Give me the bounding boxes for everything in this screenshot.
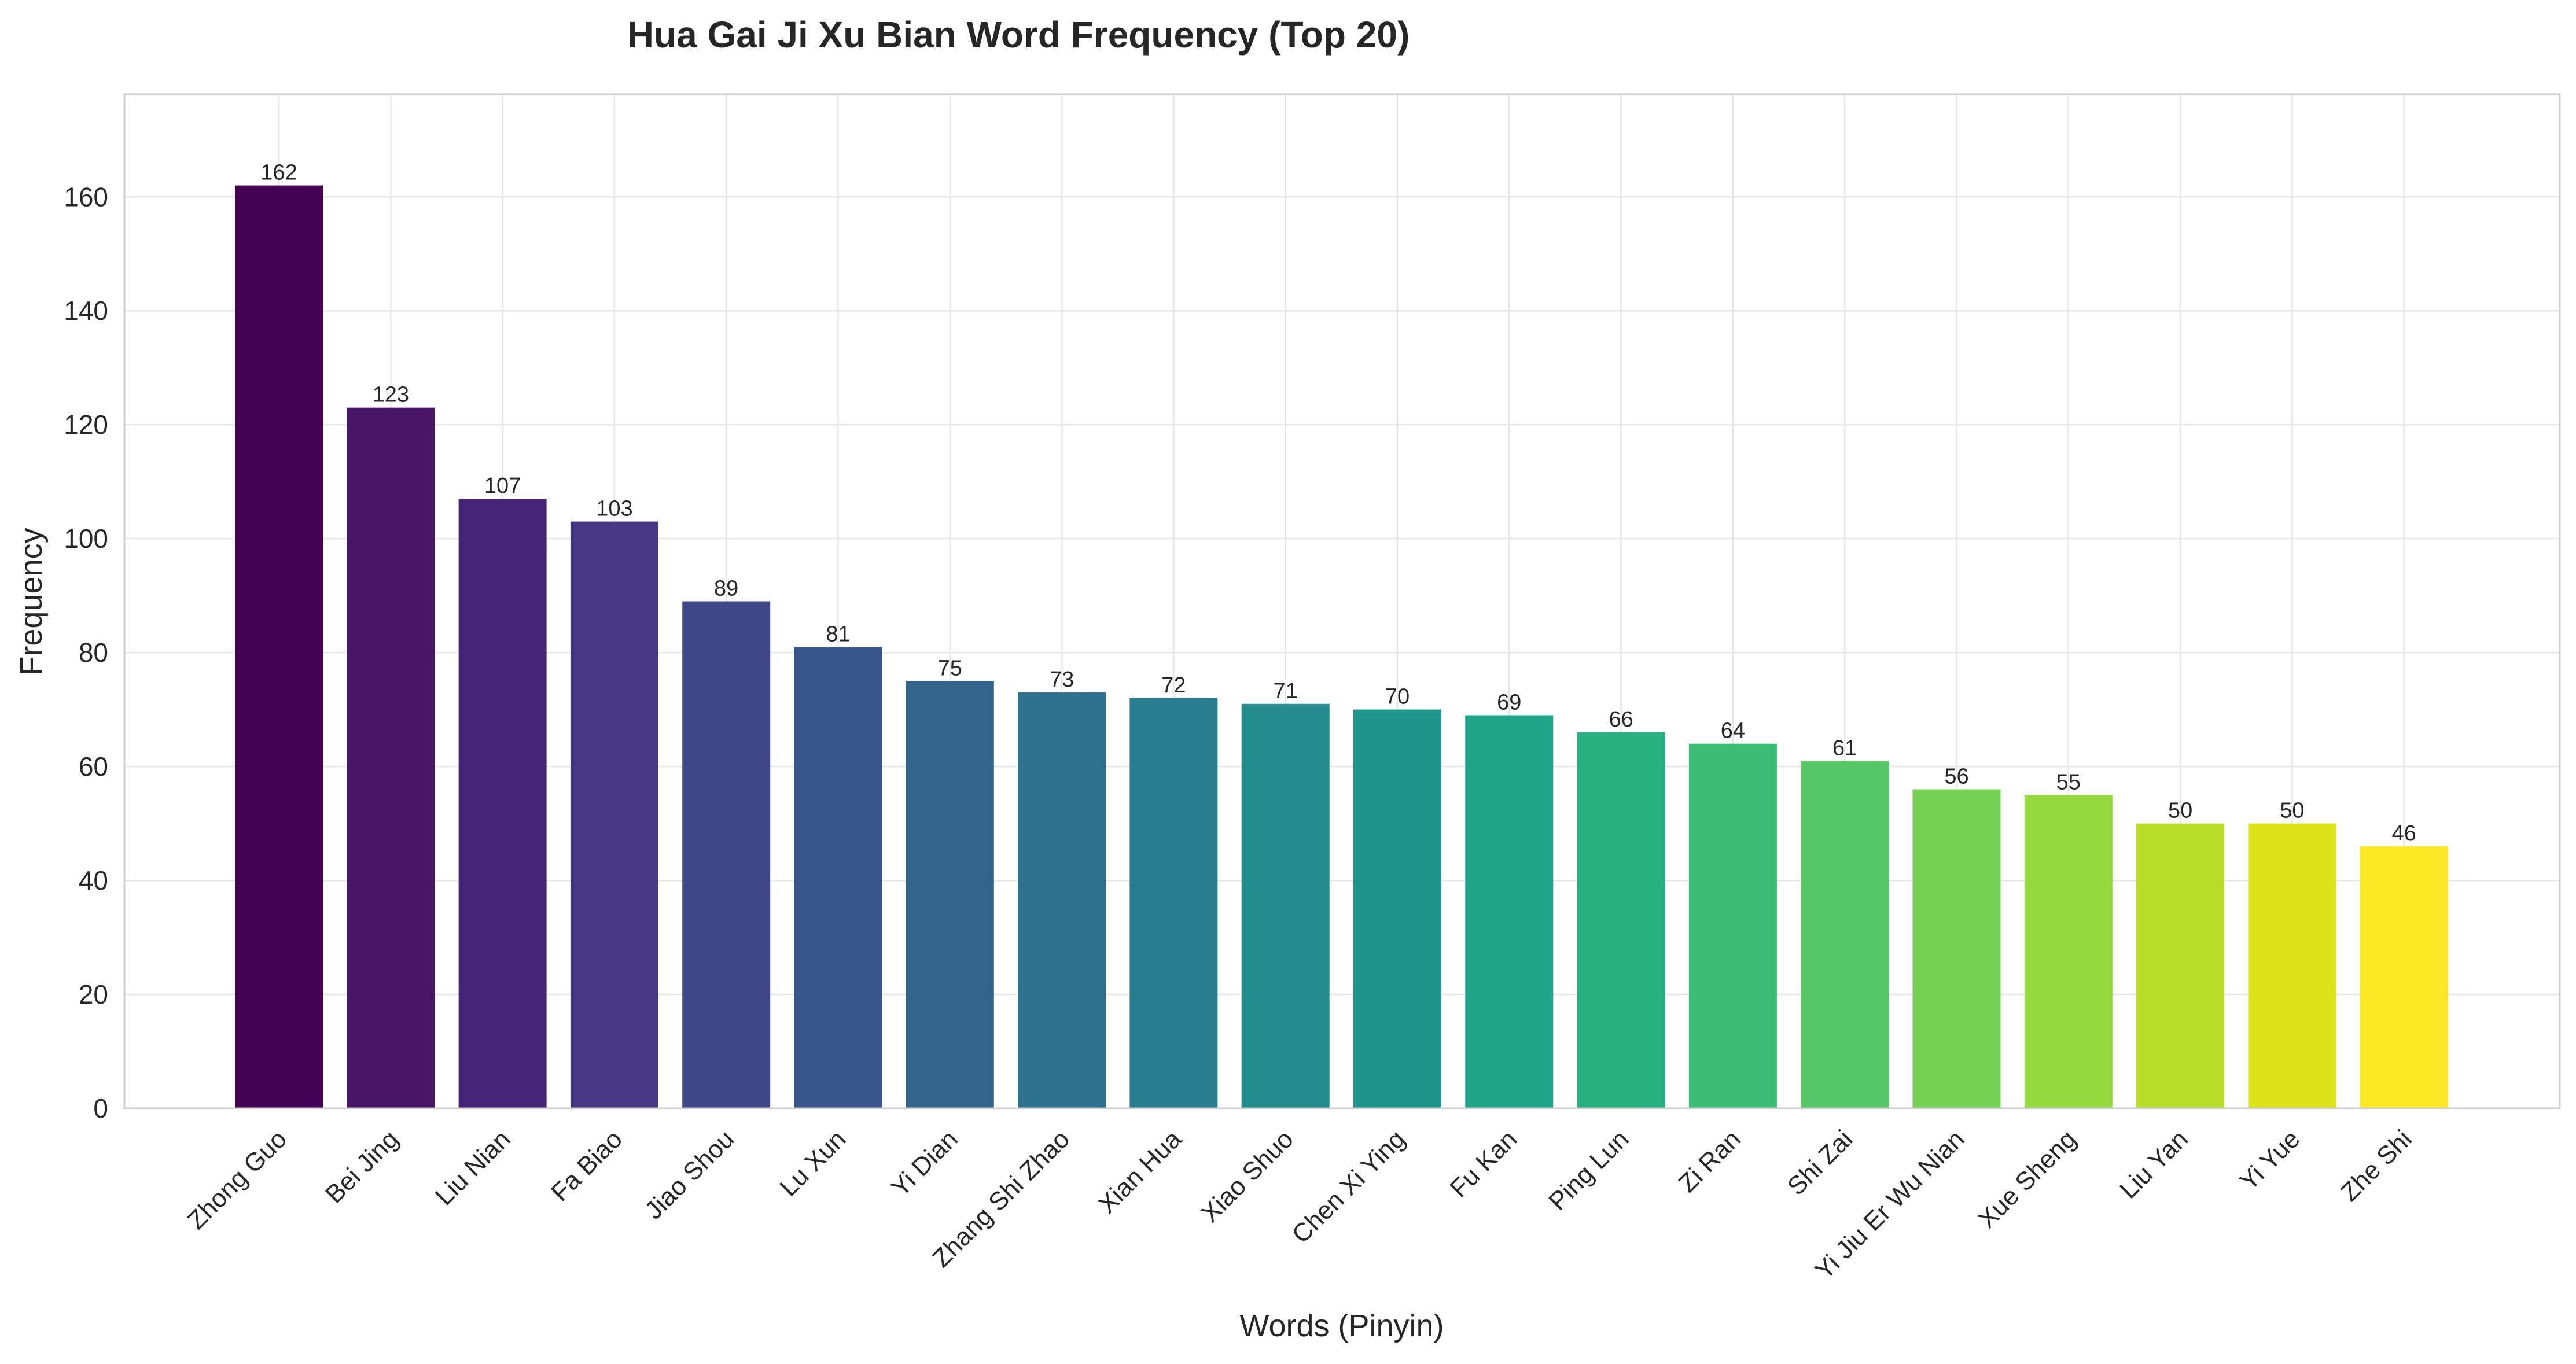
bar	[1129, 698, 1218, 1108]
y-tick-label: 120	[64, 410, 108, 440]
x-tick-label: Liu Nian	[430, 1125, 516, 1211]
y-tick-label: 140	[64, 296, 108, 326]
bar	[682, 601, 771, 1108]
bar-value-label: 69	[1497, 690, 1521, 714]
plot-frame	[123, 93, 2561, 1109]
y-tick-label: 160	[64, 182, 108, 212]
x-tick-label: Chen Xi Ying	[1287, 1125, 1411, 1249]
y-axis-label: Frequency	[14, 528, 49, 675]
bar-value-label: 50	[2168, 799, 2192, 823]
x-tick-label: Ping Lun	[1543, 1125, 1634, 1215]
bar	[1912, 789, 2001, 1108]
x-tick-label: Zhe Shi	[2335, 1125, 2417, 1207]
x-tick-label: Shi Zai	[1782, 1125, 1858, 1200]
x-tick-label: Bei Jing	[320, 1125, 404, 1208]
bar-value-label: 75	[938, 656, 962, 680]
bar-layer	[235, 185, 2448, 1109]
x-tick-label: Lu Xun	[774, 1125, 851, 1201]
bar-value-label: 73	[1050, 668, 1074, 692]
bar-value-label: 46	[2392, 821, 2416, 846]
bar	[1801, 761, 1889, 1108]
bar-value-label: 64	[1721, 719, 1745, 743]
x-tick-label: Xue Sheng	[1973, 1125, 2082, 1234]
x-tick-label: Jiao Shou	[639, 1125, 739, 1225]
x-tick-label: Yi Yue	[2235, 1125, 2306, 1196]
bar-value-label: 61	[1832, 736, 1857, 760]
bar	[1353, 709, 1441, 1108]
x-tick-label: Fu Kan	[1444, 1125, 1522, 1203]
bar-value-label: 103	[596, 497, 632, 521]
bar-value-label: 66	[1609, 707, 1633, 732]
bar	[2360, 846, 2448, 1108]
bar-value-label: 50	[2280, 799, 2304, 823]
x-tick-label: Liu Yan	[2114, 1125, 2194, 1204]
bar	[1577, 732, 1665, 1108]
y-tick-label: 80	[79, 637, 108, 668]
x-tick-label: Yi Dian	[886, 1125, 963, 1202]
bar	[570, 521, 658, 1108]
y-axis-ticks: 0 20 40 60 80 100 120 140 160	[64, 182, 108, 1123]
bar	[906, 681, 994, 1108]
bar	[1018, 692, 1106, 1108]
bar	[2136, 823, 2225, 1108]
bar	[2248, 823, 2336, 1108]
bar	[1688, 743, 1777, 1108]
label-layer: 162 123 107 103 89 81 75 73 72 71 70 69 66 64 61 56 55 50…	[260, 161, 2416, 846]
chart-title: Hua Gai Ji Xu Bian Word Frequency (Top 2…	[627, 14, 1410, 56]
bar-value-label: 56	[1944, 764, 1968, 788]
bar-value-label: 89	[714, 577, 738, 601]
bar-value-label: 81	[826, 622, 850, 646]
x-tick-label: Zhong Guo	[182, 1125, 292, 1234]
bar	[235, 185, 323, 1109]
bar	[794, 647, 882, 1108]
x-tick-label: Xiao Shuo	[1196, 1125, 1299, 1227]
bar	[2024, 795, 2113, 1108]
bar-value-label: 70	[1385, 685, 1410, 709]
bar-value-label: 71	[1274, 679, 1298, 703]
x-tick-label: Zi Ran	[1673, 1125, 1746, 1197]
x-tick-label: Xian Hua	[1093, 1125, 1187, 1219]
y-tick-label: 20	[79, 979, 108, 1009]
bar	[1241, 703, 1330, 1108]
bar	[1465, 715, 1554, 1108]
bar	[458, 499, 547, 1108]
x-axis-label: Words (Pinyin)	[1239, 1308, 1444, 1343]
y-tick-label: 100	[64, 524, 108, 554]
bar-value-label: 162	[260, 161, 297, 185]
bar-value-label: 123	[373, 383, 409, 407]
y-tick-label: 40	[79, 865, 108, 895]
bar	[347, 407, 435, 1109]
x-tick-label: Fa Biao	[546, 1125, 628, 1207]
bar-value-label: 72	[1161, 673, 1186, 698]
x-axis-ticks: Zhong Guo Bei Jing Liu Nian Fa Biao Jiao Sho…	[182, 1125, 2417, 1285]
bar-value-label: 107	[484, 474, 521, 498]
bar-value-label: 55	[2056, 770, 2081, 794]
y-tick-label: 60	[79, 751, 108, 781]
y-tick-label: 0	[93, 1093, 108, 1123]
